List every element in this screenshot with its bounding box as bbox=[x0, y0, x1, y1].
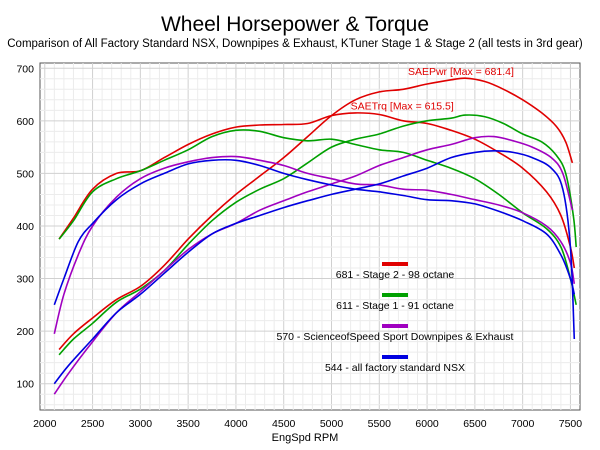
y-tick-label: 700 bbox=[16, 63, 34, 75]
y-tick-label: 400 bbox=[16, 221, 34, 233]
x-axis-ticks: 2000 2500 3000 3500 4000 4500 5000 5500 6000 6500… bbox=[33, 418, 582, 430]
chart-subtitle: Comparison of All Factory Standard NSX, … bbox=[7, 38, 583, 50]
x-tick-label: 4000 bbox=[224, 418, 248, 430]
series-line-torque-5 bbox=[53, 155, 576, 334]
legend-swatch bbox=[382, 324, 408, 328]
legend: 681 - Stage 2 - 98 octane 611 - Stage 1 -… bbox=[277, 262, 514, 374]
x-tick-label: 3500 bbox=[176, 418, 200, 430]
x-tick-label: 5500 bbox=[368, 418, 392, 430]
legend-label: 570 - ScienceofSpeed Sport Downpipes & E… bbox=[277, 331, 514, 343]
legend-label: 611 - Stage 1 - 91 octane bbox=[336, 300, 454, 312]
legend-label: 681 - Stage 2 - 98 octane bbox=[336, 269, 455, 281]
annotation-label: SAETrq [Max = 615.5] bbox=[351, 100, 454, 112]
series-line-torque-7 bbox=[53, 158, 576, 306]
annotation-label: SAEPwr [Max = 681.4] bbox=[408, 66, 514, 78]
legend-swatch bbox=[382, 293, 408, 297]
y-tick-label: 600 bbox=[16, 116, 34, 128]
legend-swatch bbox=[382, 355, 408, 359]
x-tick-label: 2500 bbox=[81, 418, 105, 430]
series-line-power-4 bbox=[53, 135, 574, 395]
annotations: SAEPwr [Max = 681.4] SAETrq [Max = 615.5] bbox=[351, 66, 514, 112]
series-line-power-6 bbox=[53, 150, 576, 385]
y-axis-ticks: 100 200 300 400 500 600 700 bbox=[16, 63, 34, 390]
y-tick-label: 500 bbox=[16, 168, 34, 180]
x-tick-label: 6500 bbox=[463, 418, 487, 430]
legend-swatch bbox=[382, 262, 408, 266]
x-tick-label: 3000 bbox=[129, 418, 153, 430]
series-lines bbox=[53, 77, 577, 395]
series-line-power-2 bbox=[58, 114, 577, 356]
x-tick-label: 7000 bbox=[511, 418, 535, 430]
x-tick-label: 7500 bbox=[559, 418, 583, 430]
y-tick-label: 100 bbox=[16, 379, 34, 391]
series-line-power-0 bbox=[58, 77, 574, 351]
x-axis-label: EngSpd RPM bbox=[272, 432, 339, 444]
x-tick-label: 4500 bbox=[272, 418, 296, 430]
y-tick-label: 200 bbox=[16, 326, 34, 338]
chart-title: Wheel Horsepower & Torque bbox=[161, 13, 429, 36]
x-tick-label: 5000 bbox=[320, 418, 344, 430]
grid bbox=[40, 63, 580, 410]
legend-label: 544 - all factory standard NSX bbox=[325, 362, 465, 374]
y-tick-label: 300 bbox=[16, 274, 34, 286]
x-tick-label: 2000 bbox=[33, 418, 57, 430]
x-tick-label: 6000 bbox=[415, 418, 439, 430]
